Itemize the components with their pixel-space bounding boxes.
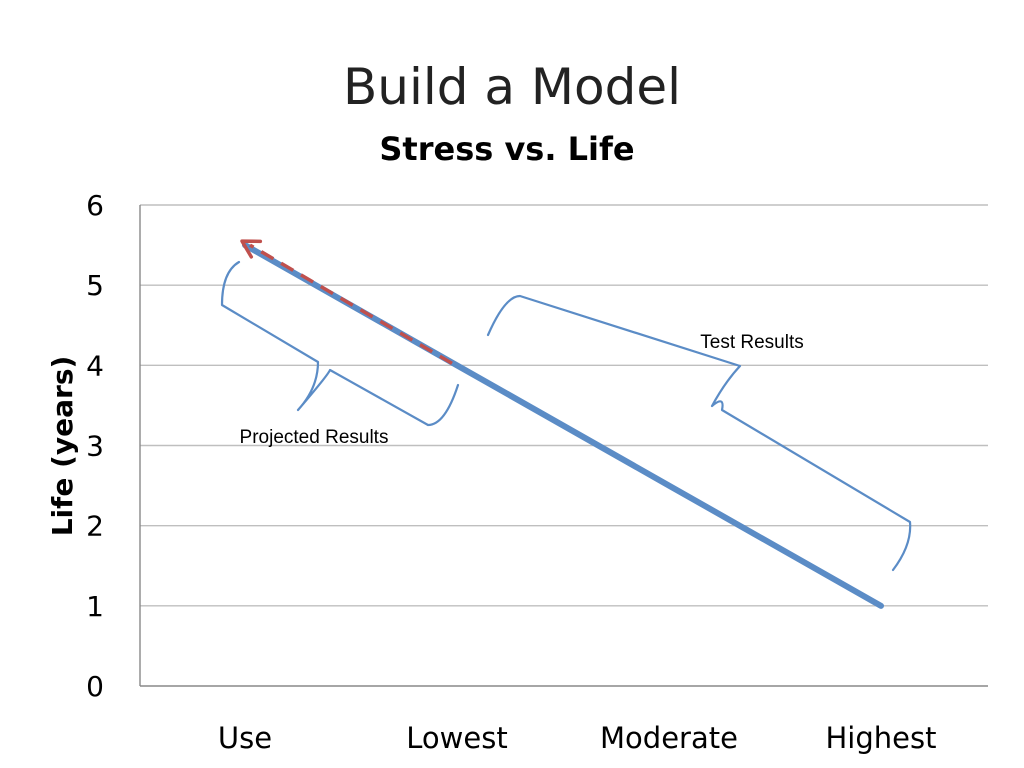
projection-dashed-line	[249, 243, 453, 365]
annotations: Projected Results Test Results	[240, 332, 804, 448]
y-tick-label: 1	[86, 590, 104, 623]
x-tick-label: Moderate	[600, 721, 738, 755]
y-tick-label: 2	[86, 510, 104, 543]
test-results-brace	[486, 294, 912, 572]
y-axis-title: Life (years)	[46, 356, 79, 537]
annotation-test-results: Test Results	[700, 332, 803, 353]
projection-group	[240, 239, 453, 365]
y-tick-label: 5	[86, 269, 104, 302]
y-axis-ticks: 0 1 2 3 4 5 6	[86, 189, 104, 703]
grid-lines	[139, 204, 988, 687]
x-axis-ticks: Use Lowest Moderate Highest	[218, 721, 937, 755]
annotation-braces	[220, 260, 912, 572]
y-tick-label: 0	[86, 670, 104, 703]
y-tick-label: 4	[86, 349, 104, 382]
annotation-projected-results: Projected Results	[240, 427, 389, 448]
projection-arrowhead	[240, 239, 263, 259]
projected-results-brace	[220, 260, 460, 427]
x-tick-label: Lowest	[406, 721, 507, 755]
chart-title: Stress vs. Life	[379, 130, 634, 168]
x-tick-label: Use	[218, 721, 272, 755]
y-tick-label: 3	[86, 430, 104, 463]
x-tick-label: Highest	[826, 721, 937, 755]
slide-title: Build a Model	[342, 58, 682, 116]
y-tick-label: 6	[86, 189, 104, 222]
